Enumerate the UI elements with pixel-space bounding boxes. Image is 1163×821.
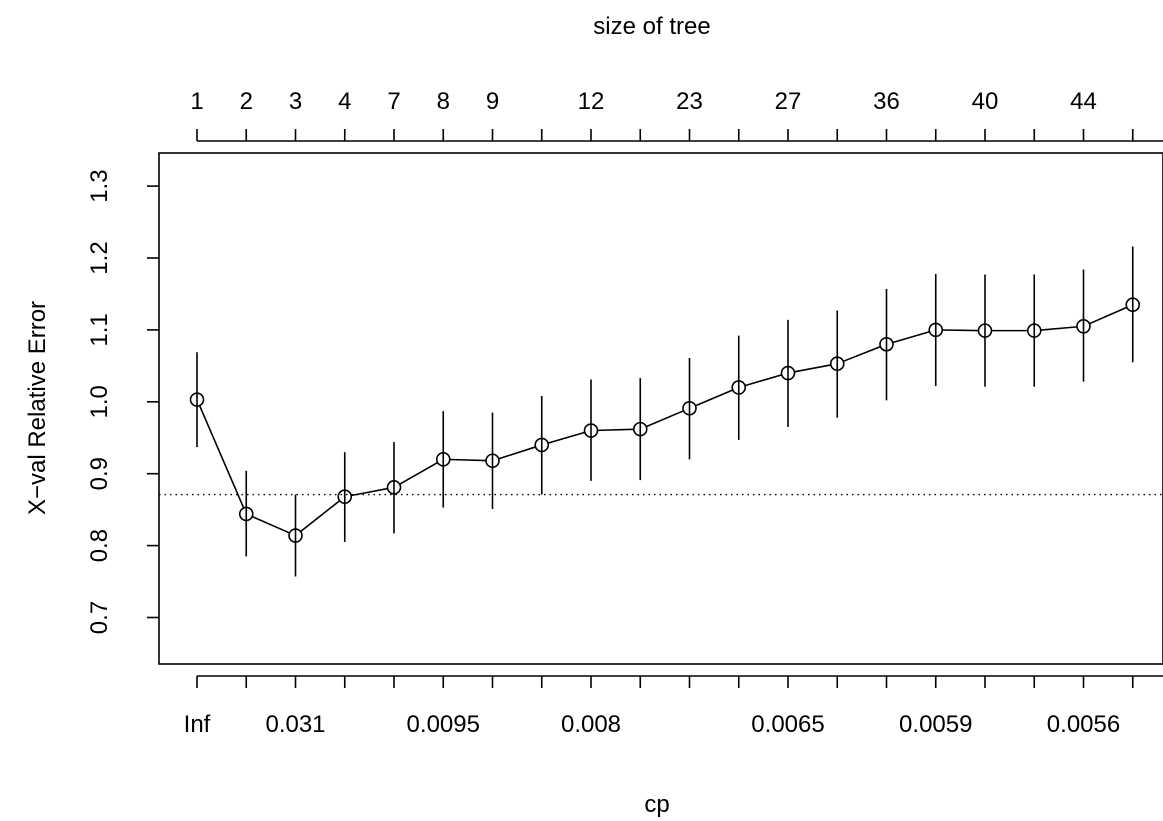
top-tick-label: 9 xyxy=(486,88,499,115)
bottom-tick-label: 0.0059 xyxy=(899,711,972,738)
top-tick-label: 4 xyxy=(338,88,351,115)
series-line-segment xyxy=(843,345,881,363)
bottom-tick-label: 0.008 xyxy=(561,711,621,738)
data-point xyxy=(435,452,451,467)
data-point xyxy=(682,400,697,416)
y-tick-label: 0.9 xyxy=(86,457,113,490)
series-line-segment xyxy=(597,428,634,432)
data-point xyxy=(731,380,747,395)
data-point xyxy=(1076,319,1091,334)
chart-layer: 0.7 0.8 0.9 1.0 1.1 1.2 1.3 Inf 0.031 0.0095 0.008… xyxy=(86,88,1163,738)
top-tick-label: 7 xyxy=(387,88,400,115)
data-point xyxy=(386,480,402,495)
y-tick-label: 1.0 xyxy=(86,385,113,418)
top-tick-label: 27 xyxy=(775,88,802,115)
y-tick-label: 0.7 xyxy=(86,601,113,634)
top-tick-label: 3 xyxy=(289,88,302,115)
data-point xyxy=(238,506,254,522)
top-tick-label: 44 xyxy=(1070,88,1097,115)
series-line-segment xyxy=(198,405,245,509)
data-point xyxy=(632,421,648,437)
series-line-segment xyxy=(498,446,536,460)
series-line-segment xyxy=(794,364,832,373)
y-tick-label: 1.1 xyxy=(86,313,113,346)
series-line-segment xyxy=(942,329,979,332)
data-point xyxy=(928,322,944,338)
top-axis-title: size of tree xyxy=(593,13,710,40)
series-line-segment xyxy=(399,461,438,485)
y-tick-label: 1.3 xyxy=(86,169,113,202)
top-tick-label: 23 xyxy=(676,88,703,115)
bottom-tick-label: Inf xyxy=(184,711,211,738)
data-point xyxy=(583,423,599,438)
top-tick-label: 40 xyxy=(972,88,999,115)
bottom-tick-label: 0.0065 xyxy=(751,711,824,738)
plot-frame xyxy=(158,152,1163,665)
bottom-tick-label: 0.0095 xyxy=(407,711,480,738)
series-line-segment xyxy=(350,487,388,497)
top-tick-label: 2 xyxy=(240,88,253,115)
data-point xyxy=(337,489,353,505)
data-point xyxy=(780,365,796,381)
bottom-tick-label: 0.0056 xyxy=(1047,711,1120,738)
top-tick-label: 1 xyxy=(190,88,203,115)
y-axis-title: X−val Relative Error xyxy=(24,301,51,515)
data-point xyxy=(1125,297,1141,313)
y-tick-label: 1.2 xyxy=(86,241,113,274)
series-line-segment xyxy=(892,330,930,344)
series-line-segment xyxy=(251,515,290,534)
data-point xyxy=(829,356,845,371)
top-tick-label: 8 xyxy=(437,88,450,115)
data-point xyxy=(1026,323,1042,338)
series-line-segment xyxy=(547,431,585,444)
series-line-segment xyxy=(1089,306,1128,325)
data-point xyxy=(288,528,303,543)
y-tick-label: 0.8 xyxy=(86,529,113,562)
series-line-segment xyxy=(1040,326,1078,331)
top-tick-label: 12 xyxy=(578,88,605,115)
series-line-segment xyxy=(645,410,684,428)
data-point xyxy=(977,323,993,338)
x-axis-title: cp xyxy=(644,791,669,818)
series-line-segment xyxy=(744,374,782,387)
data-point xyxy=(879,336,894,352)
data-point xyxy=(485,453,500,469)
series-line-segment xyxy=(300,500,341,533)
data-point xyxy=(189,392,205,407)
bottom-tick-label: 0.031 xyxy=(265,711,325,738)
series-line-segment xyxy=(449,458,487,462)
data-point xyxy=(534,437,550,453)
top-tick-label: 36 xyxy=(873,88,900,115)
series-line-segment xyxy=(695,389,734,407)
